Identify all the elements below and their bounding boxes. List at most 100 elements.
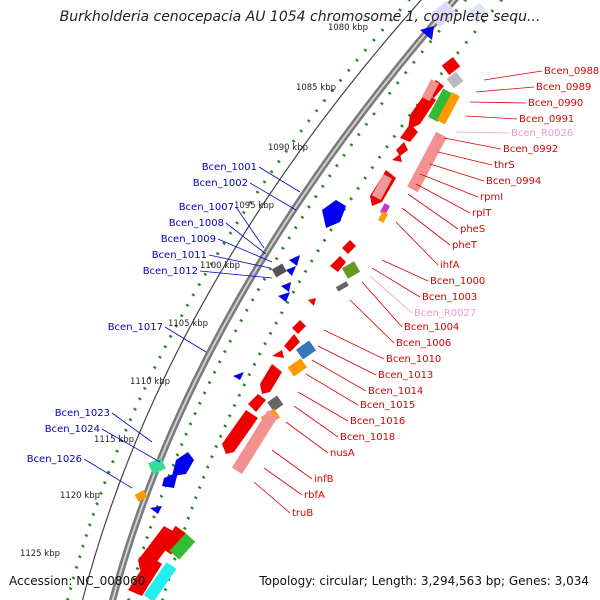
- lane-dot: [392, 134, 397, 139]
- lane-dot: [363, 48, 368, 52]
- gene-block: [150, 506, 162, 514]
- scale-tick-label: 1110 kbp: [130, 377, 170, 387]
- lane-dot: [142, 386, 147, 391]
- gene-label[interactable]: Bcen_1026: [27, 454, 82, 465]
- lane-dot: [218, 434, 223, 439]
- gene-label[interactable]: Bcen_1003: [422, 292, 477, 303]
- gene-block: [289, 255, 300, 266]
- gene-label[interactable]: rplT: [472, 208, 492, 219]
- lane-dot: [135, 566, 140, 571]
- gene-label[interactable]: pheS: [460, 224, 485, 235]
- lane-dot: [222, 241, 226, 246]
- lane-dot: [262, 180, 267, 184]
- label-leader: [361, 281, 403, 328]
- scale-tick-label: 1105 kbp: [168, 319, 208, 329]
- gene-label[interactable]: Bcen_0988: [544, 66, 599, 77]
- lane-dot: [147, 376, 152, 380]
- gene-label[interactable]: ihfA: [440, 260, 460, 271]
- lane-dot: [473, 30, 477, 34]
- gene-label[interactable]: truB: [292, 508, 313, 519]
- gene-label[interactable]: nusA: [330, 448, 355, 459]
- gene-label[interactable]: Bcen_1011: [152, 250, 207, 261]
- lane-dot: [209, 262, 214, 266]
- lane-dot: [137, 397, 142, 401]
- gene-block: [407, 131, 447, 193]
- lane-dot: [197, 282, 202, 287]
- lane-dot: [210, 455, 214, 459]
- gene-label[interactable]: Bcen_0990: [528, 98, 583, 109]
- lane-dot: [437, 29, 441, 34]
- lane-dot: [182, 526, 187, 531]
- label-leader: [311, 359, 367, 392]
- lane-dot: [152, 365, 157, 370]
- lane-dot: [285, 300, 290, 305]
- lane-dot: [329, 228, 333, 232]
- gene-label[interactable]: Bcen_1000: [430, 276, 485, 287]
- gene-label[interactable]: Bcen_1002: [193, 178, 248, 189]
- lane-dot: [158, 355, 162, 359]
- gene-label[interactable]: Bcen_1024: [45, 424, 100, 435]
- gene-label[interactable]: Bcen_1018: [340, 432, 395, 443]
- lane-dot: [300, 215, 305, 220]
- gene-label[interactable]: Bcen_1009: [161, 234, 216, 245]
- gene-label[interactable]: Bcen_0991: [519, 114, 574, 125]
- lane-dot: [279, 310, 284, 315]
- label-leader: [253, 481, 291, 514]
- gene-label[interactable]: infB: [314, 474, 334, 485]
- gene-label[interactable]: Bcen_1007: [179, 202, 234, 213]
- lane-dot: [241, 210, 246, 215]
- lane-dot: [269, 169, 274, 174]
- lane-dot: [232, 403, 237, 408]
- scale-tick-label: 1120 kbp: [60, 491, 100, 501]
- label-leader: [437, 151, 493, 166]
- lane-dot: [262, 277, 267, 282]
- accession-text: Accession: NC_008060: [9, 574, 146, 588]
- label-leader: [235, 206, 265, 249]
- gene-label[interactable]: Bcen_0989: [536, 82, 591, 93]
- gene-label[interactable]: Bcen_1015: [360, 400, 415, 411]
- gene-label[interactable]: Bcen_1016: [350, 416, 405, 427]
- label-leader: [401, 207, 451, 246]
- lane-dot: [320, 184, 325, 189]
- lane-dot: [387, 91, 392, 96]
- lane-dot: [203, 272, 208, 277]
- gene-block: [308, 298, 316, 306]
- gene-label[interactable]: rbfA: [304, 490, 325, 501]
- scale-tick-label: 1095 kbp: [234, 201, 274, 211]
- label-leader: [263, 467, 303, 496]
- lane-dot: [175, 453, 180, 457]
- gene-label[interactable]: Bcen_1023: [55, 408, 110, 419]
- gene-label[interactable]: Bcen_1017: [108, 322, 163, 333]
- gene-label[interactable]: Bcen_R0026: [511, 128, 573, 139]
- gene-label[interactable]: Bcen_1012: [143, 266, 198, 277]
- gene-label[interactable]: pheT: [452, 240, 478, 251]
- gene-label[interactable]: Bcen_1010: [386, 354, 441, 365]
- gene-label[interactable]: Bcen_1014: [368, 386, 423, 397]
- outer-arc: [81, 0, 422, 600]
- gene-label[interactable]: Bcen_R0027: [414, 308, 476, 319]
- gene-block: [421, 79, 440, 102]
- label-leader: [419, 173, 479, 198]
- lane-dot: [456, 51, 460, 55]
- lane-dot: [237, 393, 242, 397]
- gene-label[interactable]: rpmI: [480, 192, 503, 203]
- gene-label[interactable]: thrS: [494, 160, 515, 171]
- gene-label[interactable]: Bcen_1008: [169, 218, 224, 229]
- lane-dot: [145, 535, 149, 540]
- lane-dot: [464, 40, 469, 45]
- gene-label[interactable]: Bcen_1013: [378, 370, 433, 381]
- gene-label[interactable]: Bcen_1001: [202, 162, 257, 173]
- gene-label[interactable]: Bcen_1006: [396, 338, 451, 349]
- scale-tick-label: 1115 kbp: [94, 435, 134, 445]
- lane-dot: [342, 153, 346, 158]
- gene-label[interactable]: Bcen_0994: [486, 176, 541, 187]
- gene-block: [392, 154, 402, 162]
- gene-block: [342, 240, 356, 254]
- lane-dot: [268, 331, 273, 336]
- gene-label[interactable]: Bcen_1004: [404, 322, 459, 333]
- label-leader: [407, 193, 459, 230]
- lane-dot: [307, 205, 311, 209]
- gene-label[interactable]: Bcen_0992: [503, 144, 558, 155]
- gene-block: [267, 395, 284, 412]
